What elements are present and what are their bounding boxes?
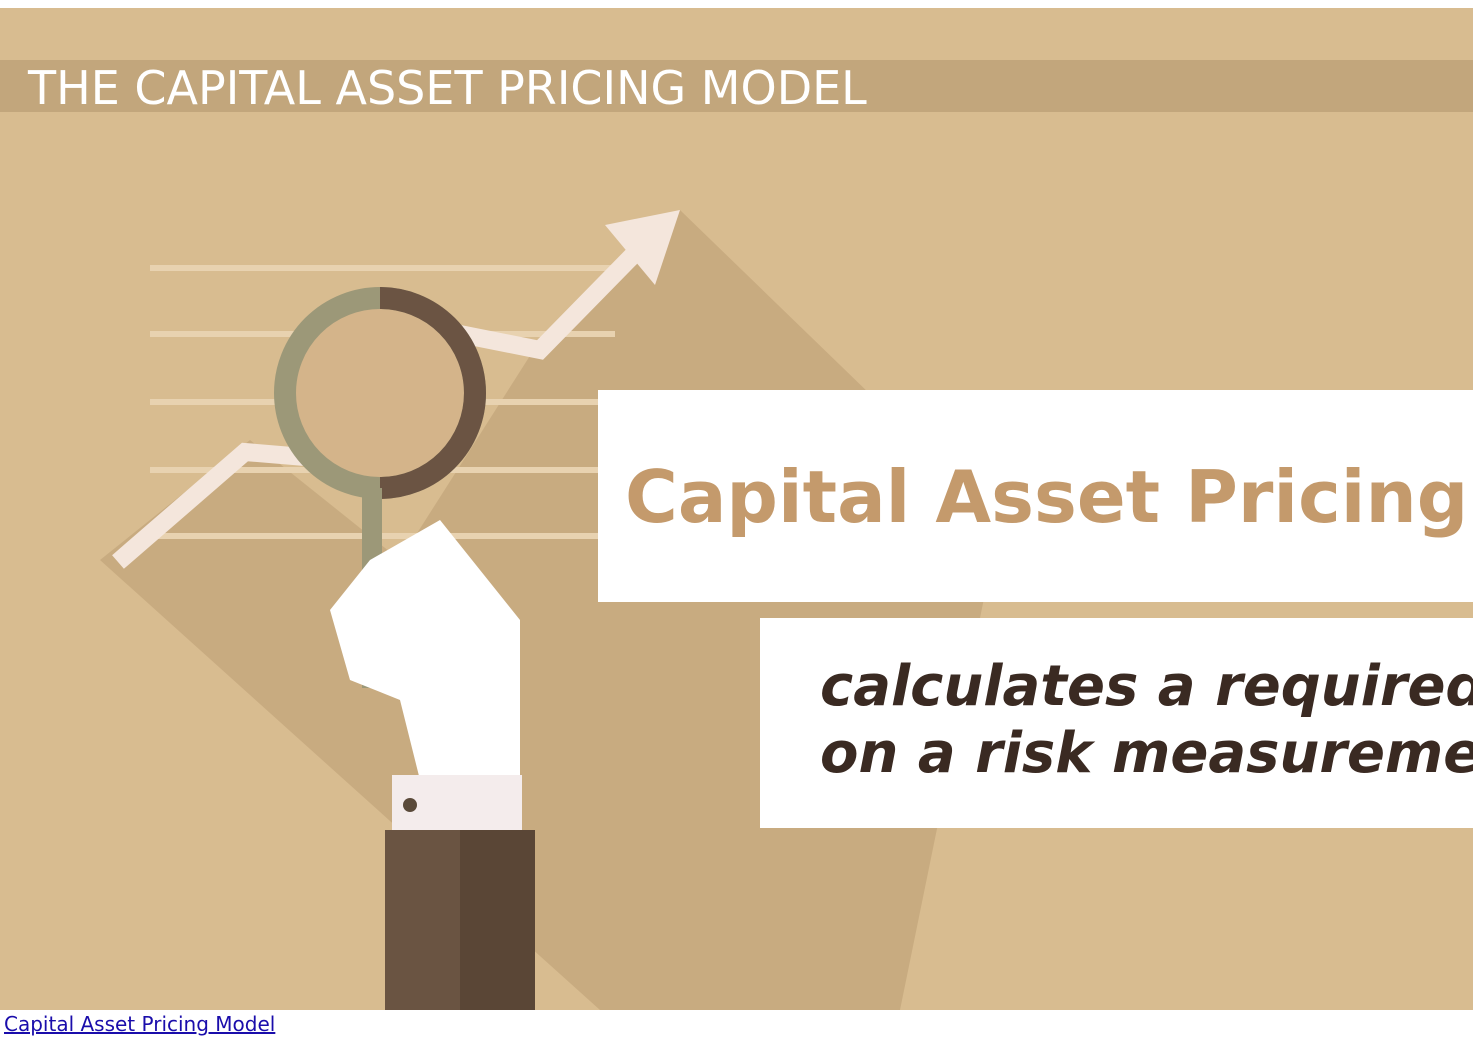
banner-title: THE CAPITAL ASSET PRICING MODEL: [27, 61, 867, 115]
button: [403, 798, 417, 812]
banner-image: THE CAPITAL ASSET PRICING MODEL Capital …: [0, 0, 1473, 1010]
caption-line: on a risk measuremen: [820, 721, 1473, 786]
sleeve-shade: [460, 830, 535, 1010]
page: THE CAPITAL ASSET PRICING MODEL Capital …: [0, 0, 1473, 1041]
footer: Capital Asset Pricing Model: [4, 1012, 275, 1036]
caption-line: calculates a required r: [820, 654, 1473, 719]
footer-link[interactable]: Capital Asset Pricing Model: [4, 1012, 275, 1036]
headline: Capital Asset Pricing M: [625, 455, 1473, 539]
